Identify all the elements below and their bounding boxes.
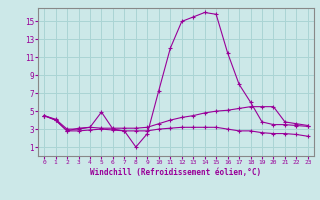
X-axis label: Windchill (Refroidissement éolien,°C): Windchill (Refroidissement éolien,°C) xyxy=(91,168,261,177)
